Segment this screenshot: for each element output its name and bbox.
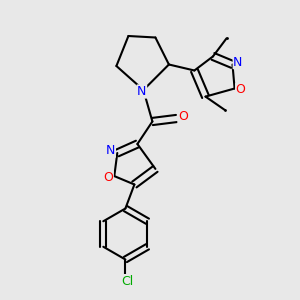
Text: N: N [233, 56, 243, 69]
Text: N: N [106, 144, 116, 157]
Text: Cl: Cl [121, 274, 133, 288]
Text: O: O [178, 110, 188, 124]
Text: O: O [103, 171, 113, 184]
Text: O: O [236, 83, 245, 97]
Text: N: N [137, 85, 147, 98]
